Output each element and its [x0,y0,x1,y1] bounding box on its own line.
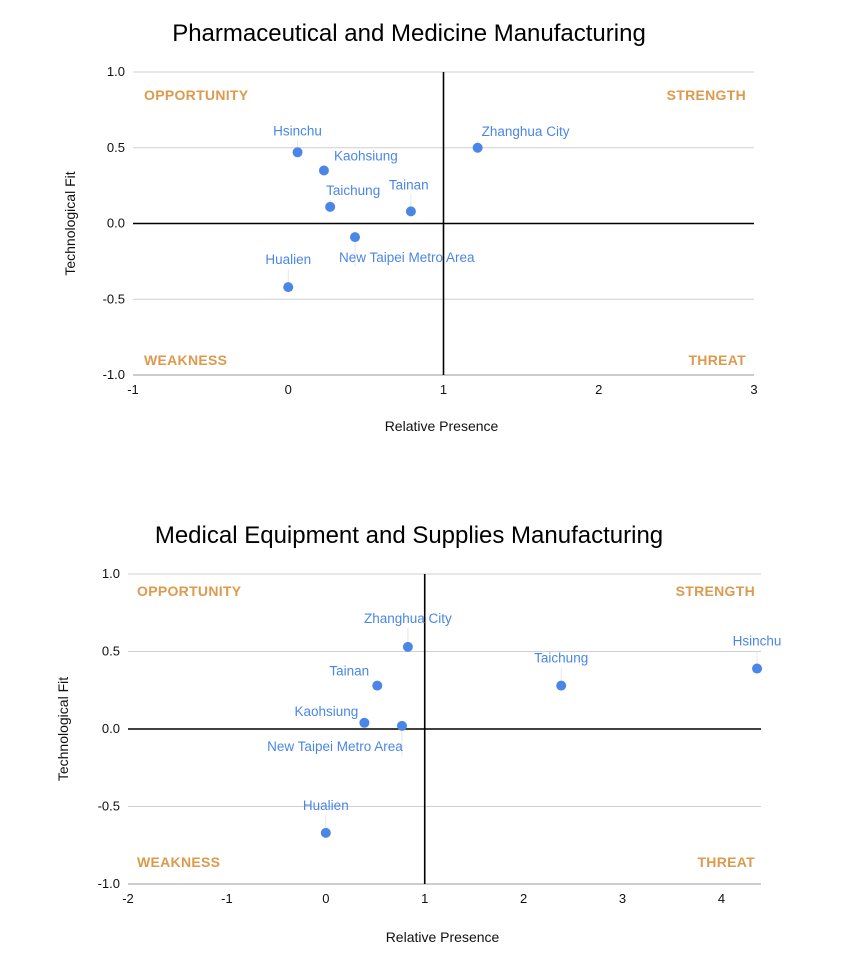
data-point [320,827,331,838]
data-point [318,165,329,176]
x-tick-label: 3 [619,891,626,906]
x-tick-label: -2 [122,891,134,906]
point-label: Kaohsiung [294,704,358,719]
data-point [556,680,567,691]
quadrant-label-threat: THREAT [688,352,746,368]
scatter-plot: -1.0 -0.5 0.0 0.5 1.0 -2 -1 0 1 2 3 4 OPPORTUNITY STR… [55,566,782,945]
y-tick-label: -1.0 [98,876,120,891]
quadrant-label-opportunity: OPPORTUNITY [144,87,249,103]
x-tick-label: 4 [718,891,725,906]
quadrant-label-threat: THREAT [697,854,755,870]
data-point [350,232,361,243]
x-tick-label: 2 [595,382,602,397]
data-point [372,680,383,691]
y-axis-title: Technological Fit [62,171,78,275]
y-tick-label: 1.0 [102,566,120,581]
x-tick-label: 0 [322,891,329,906]
y-tick-label: 1.0 [107,64,125,79]
point-label: Taichung [326,183,380,198]
data-point [396,720,407,731]
chart-title: Pharmaceutical and Medicine Manufacturin… [172,20,646,47]
quadrant-label-weakness: WEAKNESS [144,352,227,368]
point-label: New Taipei Metro Area [267,739,403,754]
quadrant-label-strength: STRENGTH [667,87,746,103]
x-tick-label: -1 [127,382,139,397]
scatter-plot: -1.0 -0.5 0.0 0.5 1.0 -1 0 1 2 3 OPPORTUNITY STRENG… [62,64,758,434]
x-axis-title: Relative Presence [385,418,499,434]
point-label: Hualien [303,798,349,813]
y-axis-title: Technological Fit [55,677,71,781]
quadrant-label-strength: STRENGTH [676,583,755,599]
point-label: Hsinchu [733,634,782,649]
x-tick-label: 2 [520,891,527,906]
y-tick-label: 0.5 [107,140,125,155]
x-tick-label: 0 [285,382,292,397]
data-point [752,663,763,674]
y-tick-label: 0.0 [107,216,125,231]
point-label: Hsinchu [273,123,322,138]
data-point [325,201,336,212]
x-tick-label: -1 [221,891,233,906]
quadrant-label-weakness: WEAKNESS [137,854,220,870]
chart-pharmaceutical: Pharmaceutical and Medicine Manufacturin… [0,0,852,470]
data-point [283,282,294,293]
chart-medical-equipment: Medical Equipment and Supplies Manufactu… [0,500,852,962]
point-label: Tainan [389,177,429,192]
y-tick-label: 0.0 [102,721,120,736]
x-axis-title: Relative Presence [386,929,500,945]
point-label: Kaohsiung [334,148,398,163]
y-tick-label: 0.5 [102,644,120,659]
point-label: Hualien [265,252,311,267]
y-tick-label: -0.5 [103,291,125,306]
point-label: Tainan [329,664,369,679]
data-point [402,641,413,652]
x-tick-label: 3 [750,382,757,397]
y-tick-label: -1.0 [103,367,125,382]
point-label: New Taipei Metro Area [339,250,475,265]
data-point [472,142,483,153]
point-label: Zhanghua City [482,124,570,139]
data-point [292,147,303,158]
chart-title: Medical Equipment and Supplies Manufactu… [154,522,664,549]
point-label: Taichung [534,651,588,666]
point-label: Zhanghua City [364,611,452,626]
data-point [359,717,370,728]
x-tick-label: 1 [421,891,428,906]
x-tick-label: 1 [440,382,447,397]
quadrant-label-opportunity: OPPORTUNITY [137,583,242,599]
y-tick-label: -0.5 [98,799,120,814]
data-point [405,206,416,217]
